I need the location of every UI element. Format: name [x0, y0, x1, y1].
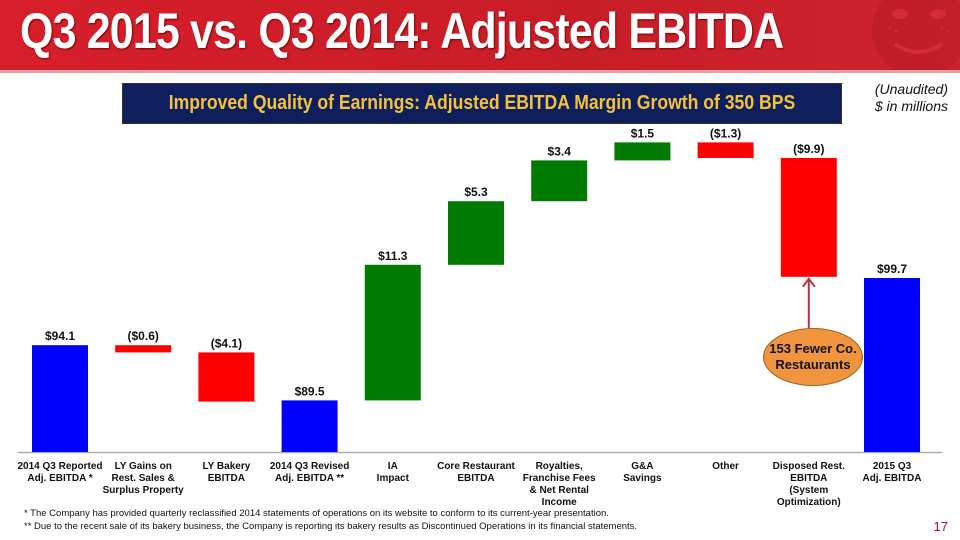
units-note: (Unaudited) $ in millions	[875, 81, 948, 115]
category-label-2: LY Bakery EBITDA	[202, 461, 251, 484]
footnote-1: * The Company has provided quarterly rec…	[24, 508, 609, 519]
data-label-3: $89.5	[295, 384, 325, 398]
category-label-4: IA Impact	[376, 461, 409, 484]
page-title: Q3 2015 vs. Q3 2014: Adjusted EBITDA	[20, 3, 784, 59]
footnote-2: ** Due to the recent sale of its bakery …	[24, 521, 638, 532]
subtitle-banner: Improved Quality of Earnings: Adjusted E…	[122, 83, 842, 124]
category-label-5: Core Restaurant EBITDA	[437, 461, 515, 484]
category-label-3: 2014 Q3 Revised Adj. EBITDA **	[269, 461, 350, 484]
page-number: 17	[933, 519, 948, 534]
unaudited-label: (Unaudited)	[874, 81, 948, 97]
data-label-1: ($0.6)	[128, 329, 159, 343]
data-label-7: $1.5	[631, 126, 655, 140]
data-label-2: ($4.1)	[211, 336, 242, 350]
data-label-10: $99.7	[877, 262, 907, 276]
category-label-8: Other	[712, 461, 739, 472]
callout-line2: Restaurants	[775, 357, 851, 372]
category-label-0: 2014 Q3 Reported Adj. EBITDA *	[17, 461, 103, 484]
header-divider	[0, 70, 960, 73]
category-label-10: 2015 Q3 Adj. EBITDA	[862, 461, 922, 484]
mascot-face-icon	[872, 0, 960, 70]
category-label-7: G&A Savings	[623, 461, 662, 484]
callout-bubble: 153 Fewer Co. Restaurants	[763, 328, 863, 386]
data-label-0: $94.1	[45, 329, 75, 343]
bar-9	[780, 158, 837, 277]
bar-3	[281, 400, 338, 452]
data-label-9: ($9.9)	[793, 142, 824, 156]
data-label-6: $3.4	[548, 144, 572, 158]
data-label-5: $5.3	[464, 185, 488, 199]
category-label-6: Royalties, Franchise Fees & Net Rental Inco…	[522, 461, 596, 508]
bar-8	[697, 142, 754, 158]
bar-2	[198, 352, 255, 402]
units-label: $ in millions	[874, 98, 948, 114]
header-bar: Q3 2015 vs. Q3 2014: Adjusted EBITDA	[0, 0, 960, 70]
data-label-4: $11.3	[378, 249, 408, 263]
bar-4	[364, 264, 421, 401]
data-label-8: ($1.3)	[710, 126, 741, 140]
callout-line1: 153 Fewer Co.	[769, 341, 857, 356]
bar-5	[448, 201, 504, 265]
category-label-9: Disposed Rest. EBITDA (System Optimization)	[772, 461, 845, 508]
bar-0	[32, 345, 88, 452]
bar-6	[531, 160, 588, 202]
bar-1	[115, 345, 172, 353]
arrow-head-icon	[801, 277, 816, 288]
bar-10	[864, 278, 920, 452]
category-label-1: LY Gains on Rest. Sales & Surplus Property	[102, 461, 184, 496]
bar-7	[614, 142, 671, 161]
subtitle-text: Improved Quality of Earnings: Adjusted E…	[168, 92, 796, 114]
